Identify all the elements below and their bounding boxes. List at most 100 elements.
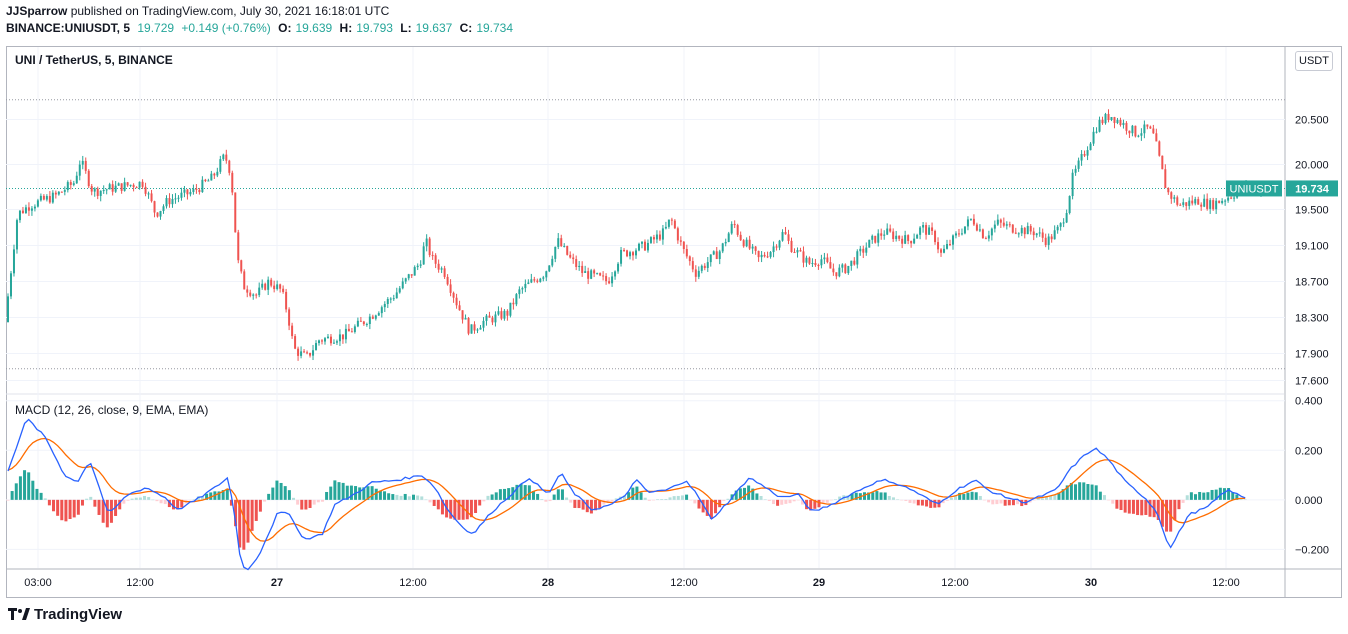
candle-body xyxy=(132,184,135,188)
candle-body xyxy=(359,320,362,322)
macd-histogram-bar xyxy=(569,499,573,503)
macd-histogram-bar xyxy=(1123,499,1127,513)
candle-body xyxy=(1188,200,1191,206)
macd-histogram-bar xyxy=(31,480,35,500)
candle-body xyxy=(174,198,177,200)
macd-histogram-bar xyxy=(920,499,924,506)
macd-histogram-bar xyxy=(43,498,47,500)
candle-body xyxy=(96,188,99,196)
candle-body xyxy=(928,227,931,235)
candle-body xyxy=(1062,222,1065,224)
candle-body xyxy=(874,235,877,243)
candle-body xyxy=(383,304,386,308)
macd-histogram-bar xyxy=(1057,492,1061,500)
macd-histogram-bar xyxy=(875,491,879,500)
candle-body xyxy=(1047,236,1050,245)
candle-body xyxy=(760,254,763,258)
candle-body xyxy=(655,234,658,240)
candle-body xyxy=(470,324,473,334)
candle-body xyxy=(975,224,978,231)
candle-body xyxy=(231,172,234,193)
candle-body xyxy=(159,210,162,217)
candle-body xyxy=(832,268,835,273)
candle-body xyxy=(416,265,419,268)
candle-body xyxy=(781,232,784,241)
macd-histogram-bar xyxy=(209,492,213,500)
candle-body xyxy=(584,271,587,273)
macd-histogram-bar xyxy=(126,499,130,501)
candle-body xyxy=(1032,231,1035,236)
candle-body xyxy=(596,273,599,275)
candle-body xyxy=(15,220,18,250)
macd-histogram-bar xyxy=(93,499,97,507)
macd-histogram-bar xyxy=(714,499,718,514)
macd-histogram-bar xyxy=(1115,499,1119,509)
candle-body xyxy=(335,341,338,343)
chart-frame xyxy=(6,46,1342,598)
macd-histogram-bar xyxy=(552,494,556,500)
currency-button[interactable]: USDT xyxy=(1295,51,1333,71)
macd-histogram-bar xyxy=(548,499,552,502)
macd-histogram-bar xyxy=(27,472,31,500)
candle-body xyxy=(730,223,733,234)
candle-body xyxy=(33,206,36,209)
macd-histogram-bar xyxy=(598,499,602,509)
candle-body xyxy=(1119,119,1122,126)
macd-histogram-bar xyxy=(941,499,945,504)
candle-body xyxy=(1227,197,1230,201)
candle-body xyxy=(186,189,189,195)
macd-histogram-bar xyxy=(978,495,982,500)
candle-body xyxy=(937,242,940,250)
candle-body xyxy=(587,271,590,279)
macd-histogram-bar xyxy=(647,499,651,501)
candle-body xyxy=(446,276,449,285)
candle-body xyxy=(1080,154,1083,161)
candle-body xyxy=(1110,117,1113,121)
candle-body xyxy=(1158,141,1161,156)
candle-body xyxy=(990,228,993,236)
candle-body xyxy=(273,285,276,290)
macd-histogram-bar xyxy=(395,494,399,500)
candle-body xyxy=(180,192,183,198)
candle-body xyxy=(84,160,87,171)
candle-body xyxy=(297,348,300,356)
candle-body xyxy=(321,340,323,342)
candle-body xyxy=(27,207,30,211)
macd-histogram-bar xyxy=(1078,482,1082,500)
candle-body xyxy=(850,260,853,266)
macd-histogram-bar xyxy=(594,499,598,511)
close-label: C: xyxy=(459,21,473,35)
macd-histogram-bar xyxy=(1131,499,1135,514)
candle-body xyxy=(853,260,856,265)
macd-histogram-bar xyxy=(854,492,858,500)
macd-histogram-bar xyxy=(755,493,759,500)
macd-histogram-bar xyxy=(862,492,866,500)
macd-histogram-bar xyxy=(130,498,134,500)
candle-body xyxy=(1209,200,1212,209)
tradingview-brand: TradingView xyxy=(8,606,122,623)
macd-tick-label: 0.200 xyxy=(1295,445,1323,457)
candle-body xyxy=(401,281,404,289)
candle-body xyxy=(1029,226,1032,232)
candle-body xyxy=(500,311,503,319)
candle-body xyxy=(1044,237,1047,245)
candle-body xyxy=(171,199,174,205)
candle-body xyxy=(727,233,730,242)
macd-histogram-bar xyxy=(817,499,821,508)
time-tick-label: 12:00 xyxy=(670,577,698,589)
macd-histogram-bar xyxy=(370,486,374,500)
macd-histogram-bar xyxy=(188,499,192,501)
macd-histogram-bar xyxy=(159,499,163,504)
macd-histogram-bar xyxy=(14,483,18,500)
candle-body xyxy=(960,233,963,235)
macd-histogram-bar xyxy=(995,499,999,505)
candle-body xyxy=(649,237,652,243)
candle-body xyxy=(572,257,575,260)
macd-histogram-bar xyxy=(217,491,221,500)
macd-histogram-bar xyxy=(1074,484,1078,500)
candle-body xyxy=(386,299,389,305)
candle-body xyxy=(78,164,81,176)
candle-body xyxy=(733,223,736,226)
candle-body xyxy=(1026,226,1029,235)
